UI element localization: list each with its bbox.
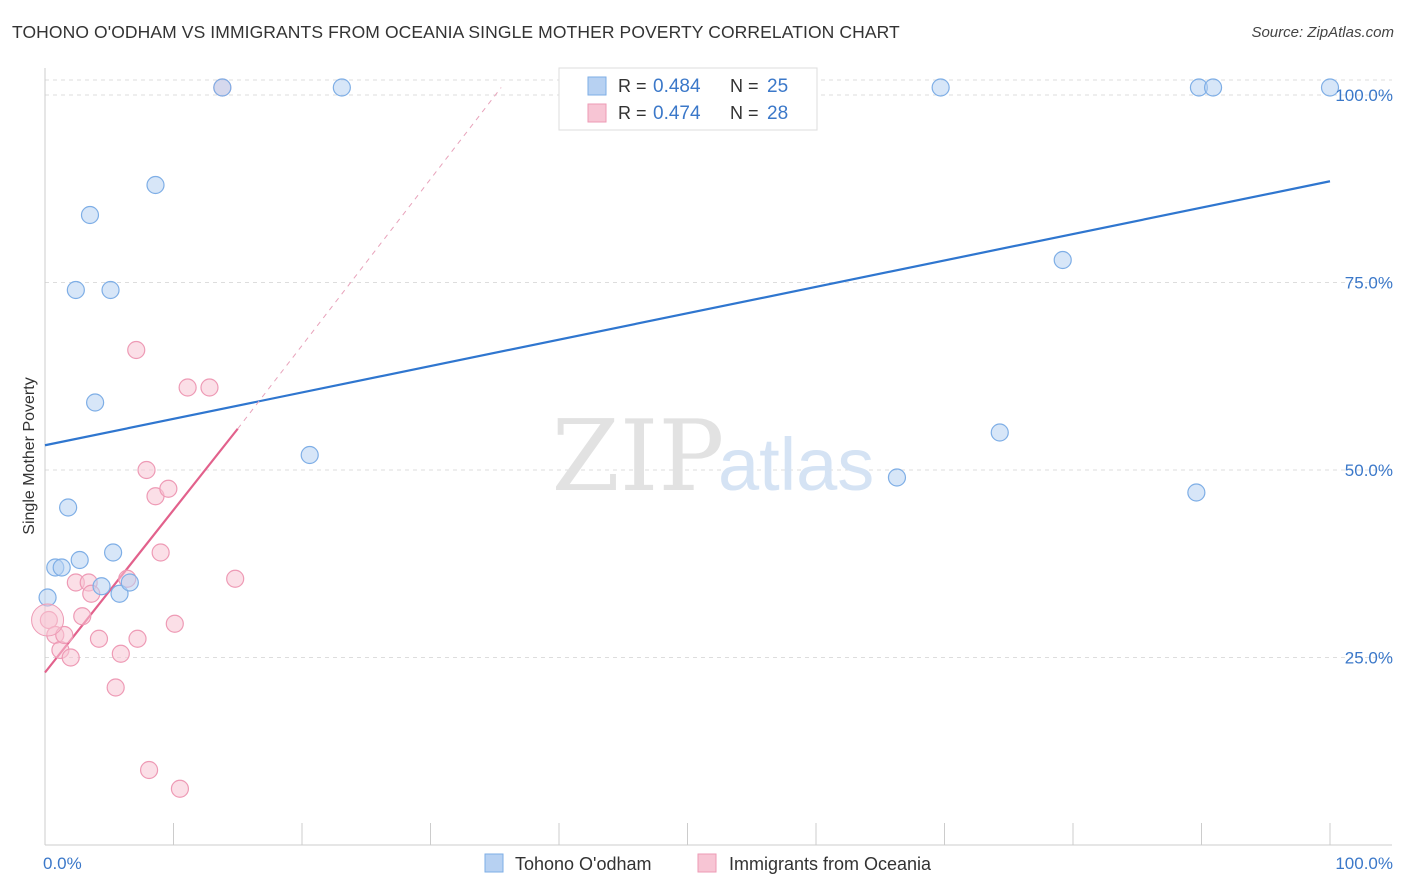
point-oceania (128, 629, 147, 648)
point-tohono (110, 584, 129, 603)
y-axis-label: Single Mother Poverty (21, 377, 38, 534)
point-tohono (52, 558, 71, 577)
point-tohono (931, 78, 950, 97)
trend-lines (44, 87, 1331, 674)
y-tick-label: 75.0% (1345, 274, 1393, 293)
trend-line-extension (237, 87, 502, 430)
series-legend: Tohono O'odham Immigrants from Oceania (484, 853, 932, 874)
point-tohono (38, 588, 57, 607)
point-oceania (106, 678, 125, 697)
point-tohono (120, 573, 139, 592)
legend-n-value: 25 (767, 76, 788, 97)
point-oceania (61, 648, 80, 667)
legend-label-tohono: Tohono O'odham (515, 854, 652, 874)
point-oceania (89, 629, 109, 648)
legend-r-value: 0.484 (653, 76, 701, 97)
x-tick-label: 0.0% (43, 854, 82, 873)
point-oceania (151, 543, 170, 562)
legend-swatch-tohono (484, 853, 504, 873)
point-tohono (1320, 78, 1340, 97)
point-tohono (1053, 250, 1072, 270)
stats-legend: R = 0.484 N = 25 R = 0.474 N = 28 (558, 67, 818, 131)
y-tick-label: 50.0% (1345, 461, 1393, 480)
y-tick-label: 100.0% (1335, 86, 1393, 105)
trend-line-oceania (44, 428, 239, 674)
point-tohono (70, 550, 89, 570)
legend-swatch-oceania (697, 853, 717, 873)
watermark-zip: ZIP (552, 400, 725, 514)
legend-r-value: 0.474 (653, 103, 701, 124)
legend-r-label: R = (618, 103, 647, 123)
point-oceania (226, 569, 245, 588)
point-tohono (1187, 483, 1206, 502)
watermark-atlas: atlas (718, 423, 874, 506)
point-tohono (213, 78, 232, 97)
watermark: ZIP atlas (552, 400, 875, 514)
data-points (31, 78, 1340, 798)
point-tohono (104, 543, 123, 562)
legend-swatch (587, 76, 607, 96)
point-oceania (111, 644, 130, 663)
chart-title: TOHONO O'ODHAM VS IMMIGRANTS FROM OCEANI… (12, 22, 900, 42)
axis-labels: 25.0% 50.0% 75.0% 100.0% 0.0% 100.0% Single Mo… (21, 86, 1393, 873)
source-credit: Source: ZipAtlas.com (1251, 24, 1394, 41)
point-oceania (165, 614, 184, 633)
point-oceania (170, 779, 190, 798)
point-tohono (92, 577, 111, 596)
legend-swatch (587, 103, 607, 123)
legend-r-label: R = (618, 76, 647, 96)
legend-n-label: N = (730, 103, 759, 123)
point-tohono (1203, 78, 1223, 97)
point-oceania (73, 607, 92, 626)
point-oceania (159, 479, 178, 498)
point-oceania (200, 378, 219, 397)
point-tohono (101, 280, 120, 300)
x-tick-label: 100.0% (1335, 854, 1393, 873)
point-tohono (86, 393, 105, 412)
point-oceania (31, 603, 65, 637)
point-oceania (127, 340, 146, 360)
point-tohono (300, 445, 319, 465)
point-tohono (59, 498, 78, 517)
legend-n-label: N = (730, 76, 759, 96)
gridlines (45, 79, 1392, 658)
point-oceania (137, 460, 156, 480)
point-oceania (139, 760, 159, 780)
point-tohono (887, 468, 907, 487)
axes (44, 68, 1392, 846)
y-tick-label: 25.0% (1345, 649, 1393, 668)
point-tohono (332, 78, 351, 97)
point-oceania (178, 378, 197, 397)
point-tohono (66, 280, 85, 300)
point-tohono (990, 423, 1009, 442)
legend-label-oceania: Immigrants from Oceania (729, 854, 932, 874)
legend-n-value: 28 (767, 103, 788, 124)
point-tohono (80, 205, 100, 225)
point-tohono (146, 175, 165, 195)
